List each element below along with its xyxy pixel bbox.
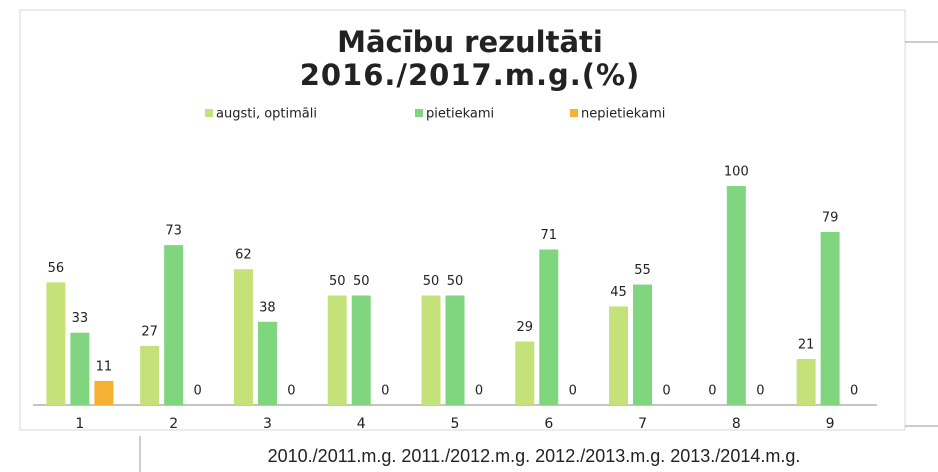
bar [327,295,347,405]
bar [726,186,746,405]
chart-title: 2016./2017.m.g.(%) [300,58,641,92]
data-label: 50 [423,274,440,289]
data-label: 0 [569,384,577,399]
legend-label: pietiekami [426,107,494,122]
data-label: 27 [141,324,158,339]
bar [233,269,253,405]
bar [796,359,816,405]
data-label: 33 [72,311,89,326]
x-tick-label: 8 [732,416,741,432]
bar [140,345,160,405]
bar [820,231,840,405]
data-label: 29 [517,320,534,335]
data-label: 71 [541,228,558,243]
bar [94,380,114,405]
bar [421,295,441,405]
data-label: 0 [662,384,670,399]
data-label: 0 [287,384,295,399]
x-tick-label: 3 [263,416,272,432]
footer-text: 2010./2011.m.g. 2011./2012.m.g. 2012./20… [268,446,801,466]
bar [257,321,277,405]
legend-label: augsti, optimāli [216,107,317,122]
bar [351,295,371,405]
data-label: 73 [165,224,182,239]
bar [70,332,90,405]
data-label: 0 [756,384,764,399]
chart-title: Mācību rezultāti [337,25,603,59]
legend-swatch [570,109,578,117]
data-label: 38 [259,300,276,315]
bar [539,249,559,405]
x-tick-label: 1 [75,416,84,432]
data-label: 0 [381,384,389,399]
data-label: 0 [850,384,858,399]
data-label: 0 [708,384,716,399]
x-tick-label: 7 [638,416,647,432]
x-tick-label: 2 [169,416,178,432]
bar [609,306,629,405]
bar [515,341,535,405]
x-tick-label: 6 [544,416,553,432]
bar [633,284,653,405]
legend-swatch [205,109,213,117]
data-label: 45 [610,285,627,300]
bar [445,295,465,405]
bar [164,245,184,405]
data-label: 100 [724,165,749,180]
bar [46,282,66,405]
legend-label: nepietiekami [581,107,665,122]
data-label: 21 [798,338,815,353]
data-label: 79 [822,210,839,225]
data-label: 62 [235,248,252,263]
data-label: 11 [96,359,113,374]
x-tick-label: 9 [826,416,835,432]
data-label: 50 [353,274,370,289]
legend-swatch [415,109,423,117]
data-label: 55 [634,263,651,278]
data-label: 56 [48,261,65,276]
data-label: 0 [475,384,483,399]
x-tick-label: 5 [451,416,460,432]
data-label: 50 [447,274,464,289]
data-label: 50 [329,274,346,289]
x-tick-label: 4 [357,416,366,432]
data-label: 0 [194,384,202,399]
